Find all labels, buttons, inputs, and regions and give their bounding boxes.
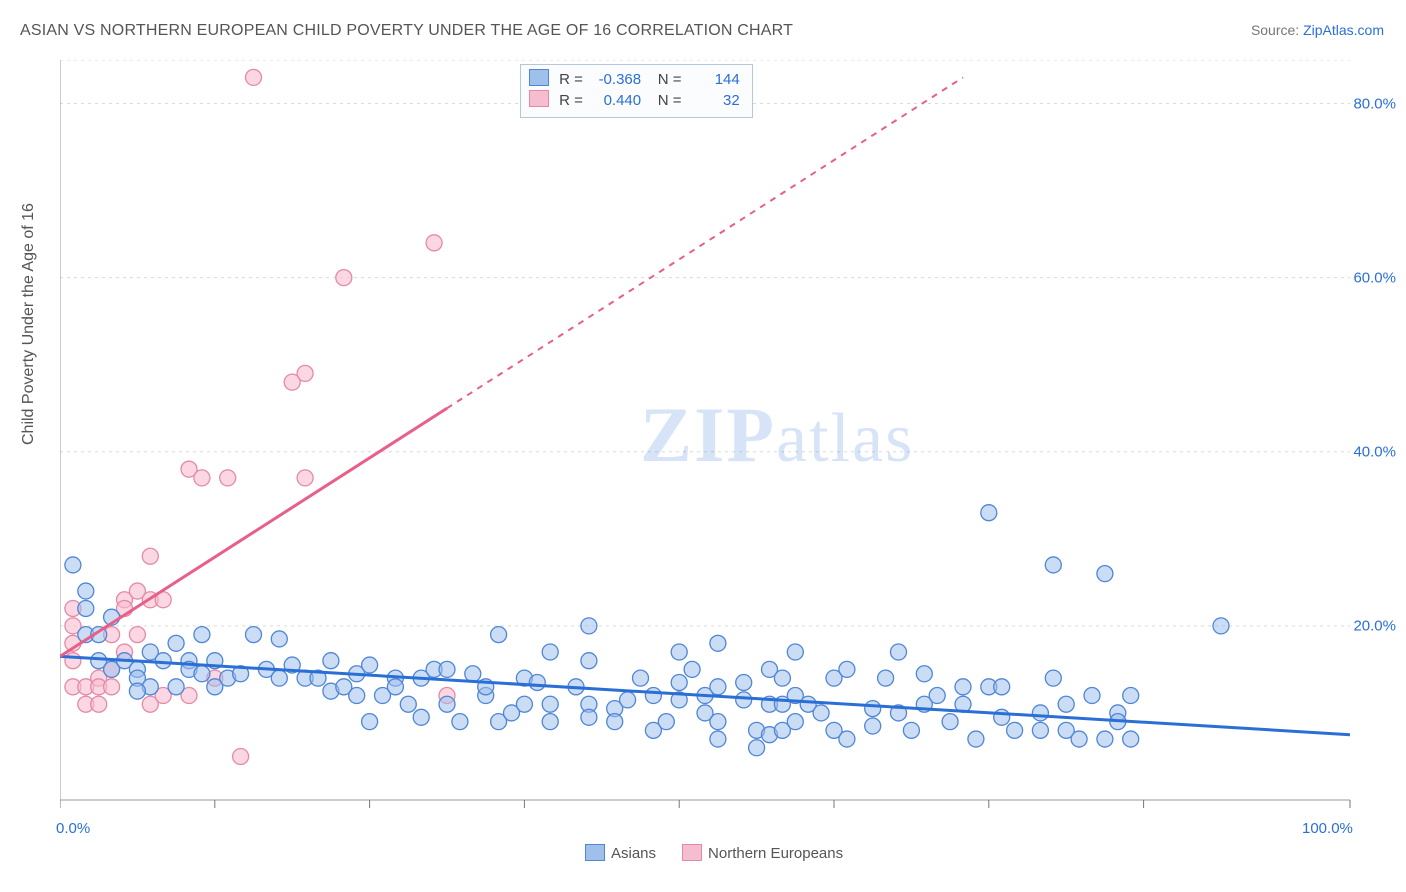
legend-item: Northern Europeans [682, 844, 843, 862]
N-label: N = [658, 92, 682, 109]
page-title: ASIAN VS NORTHERN EUROPEAN CHILD POVERTY… [20, 22, 793, 40]
legend-item: Asians [585, 844, 656, 862]
legend-label: Northern Europeans [708, 845, 843, 862]
scatter-chart [60, 60, 1370, 830]
R-value: 0.440 [587, 90, 641, 111]
R-label: R = [559, 92, 583, 109]
correlation-row: R = -0.368 N = 144 [529, 69, 740, 90]
source-value: ZipAtlas.com [1303, 22, 1384, 38]
legend: Asians Northern Europeans [585, 844, 843, 862]
y-tick-label: 60.0% [1353, 269, 1396, 286]
N-value: 32 [686, 90, 740, 111]
swatch-icon [585, 844, 605, 861]
N-value: 144 [686, 69, 740, 90]
x-min-label: 0.0% [56, 820, 90, 837]
source-attribution: Source: ZipAtlas.com [1251, 22, 1384, 38]
swatch-icon [682, 844, 702, 861]
N-label: N = [658, 71, 682, 88]
correlation-box: R = -0.368 N = 144 R = 0.440 N = 32 [520, 64, 753, 118]
correlation-row: R = 0.440 N = 32 [529, 90, 740, 111]
legend-label: Asians [611, 845, 656, 862]
y-tick-label: 80.0% [1353, 95, 1396, 112]
y-tick-label: 40.0% [1353, 443, 1396, 460]
R-label: R = [559, 71, 583, 88]
y-tick-label: 20.0% [1353, 617, 1396, 634]
swatch-icon [529, 69, 549, 86]
y-axis-label: Child Poverty Under the Age of 16 [20, 203, 38, 445]
swatch-icon [529, 90, 549, 107]
x-max-label: 100.0% [1302, 820, 1353, 837]
R-value: -0.368 [587, 69, 641, 90]
chart-area [60, 60, 1370, 830]
source-label: Source: [1251, 22, 1303, 38]
